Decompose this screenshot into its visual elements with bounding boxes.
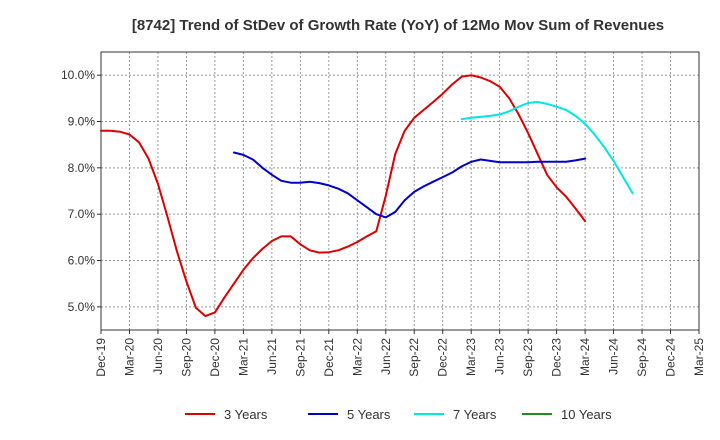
x-tick-label: Mar-23 <box>464 338 478 376</box>
chart-title: [8742] Trend of StDev of Growth Rate (Yo… <box>132 17 664 34</box>
x-tick-label: Jun-23 <box>493 338 507 375</box>
x-tick-label: Mar-24 <box>578 338 592 376</box>
x-tick-label: Jun-24 <box>607 338 621 375</box>
series-line-3-years <box>100 74 587 318</box>
x-tick-label: Jun-20 <box>151 338 165 375</box>
x-tick-label: Dec-19 <box>94 338 108 377</box>
series-line-5-years <box>232 151 587 219</box>
y-tick-label: 5.0% <box>68 300 96 314</box>
legend-label-7-years: 7 Years <box>453 407 497 422</box>
x-tick-label: Sep-23 <box>521 338 535 377</box>
legend-label-5-years: 5 Years <box>347 407 391 422</box>
x-tick-label: Mar-20 <box>122 338 136 376</box>
legend-label-10-years: 10 Years <box>561 407 612 422</box>
x-tick-label: Jun-22 <box>379 338 393 375</box>
series-lines <box>100 74 634 318</box>
grid <box>101 52 699 330</box>
y-tick-label: 9.0% <box>68 115 96 129</box>
x-tick-label: Sep-21 <box>293 338 307 377</box>
x-tick-label: Jun-21 <box>265 338 279 375</box>
legend: 3 Years 5 Years 7 Years 10 Years <box>185 407 612 422</box>
x-axis: Dec-19 Mar-20 Jun-20 Sep-20 Dec-20 Mar-21 Jun-… <box>94 330 706 377</box>
x-tick-label: Dec-20 <box>208 338 222 377</box>
x-tick-label: Dec-24 <box>664 338 678 377</box>
y-tick-label: 7.0% <box>68 207 96 221</box>
x-tick-label: Sep-24 <box>635 338 649 377</box>
x-tick-label: Dec-21 <box>322 338 336 377</box>
y-tick-label: 10.0% <box>61 68 95 82</box>
series-line-7-years <box>460 101 634 195</box>
legend-label-3-years: 3 Years <box>224 407 268 422</box>
x-tick-label: Mar-21 <box>236 338 250 376</box>
x-tick-label: Mar-22 <box>350 338 364 376</box>
x-tick-label: Sep-20 <box>179 338 193 377</box>
x-tick-label: Mar-25 <box>692 338 706 376</box>
y-tick-label: 8.0% <box>68 161 96 175</box>
x-tick-label: Dec-22 <box>436 338 450 377</box>
x-tick-label: Dec-23 <box>550 338 564 377</box>
y-axis: 5.0% 6.0% 7.0% 8.0% 9.0% 10.0% <box>61 68 101 314</box>
y-tick-label: 6.0% <box>68 254 96 268</box>
x-tick-label: Sep-22 <box>407 338 421 377</box>
plot-area <box>100 51 700 331</box>
